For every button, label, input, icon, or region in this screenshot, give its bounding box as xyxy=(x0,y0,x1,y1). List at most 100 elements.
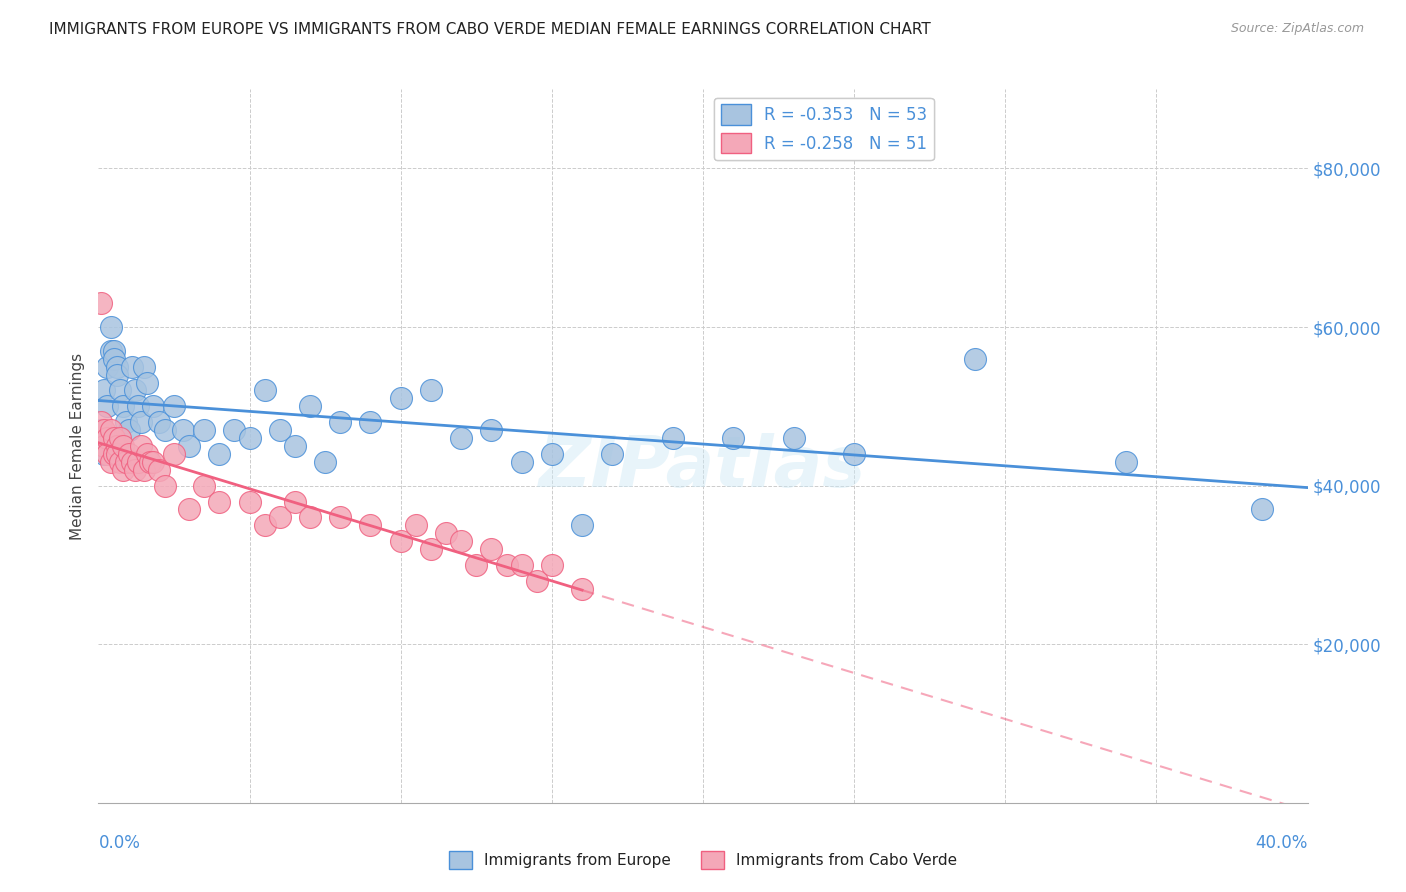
Point xyxy=(93,447,115,461)
Point xyxy=(208,447,231,461)
Point xyxy=(105,368,128,382)
Point xyxy=(602,447,624,461)
Point xyxy=(269,423,291,437)
Point xyxy=(495,558,517,572)
Point xyxy=(96,400,118,414)
Point xyxy=(389,392,412,406)
Point xyxy=(571,518,593,533)
Text: IMMIGRANTS FROM EUROPE VS IMMIGRANTS FROM CABO VERDE MEDIAN FEMALE EARNINGS CORR: IMMIGRANTS FROM EUROPE VS IMMIGRANTS FRO… xyxy=(49,22,931,37)
Point xyxy=(103,447,125,461)
Point xyxy=(124,463,146,477)
Point xyxy=(118,423,141,437)
Point xyxy=(124,384,146,398)
Point xyxy=(405,518,427,533)
Point xyxy=(329,415,352,429)
Point xyxy=(172,423,194,437)
Point xyxy=(103,351,125,366)
Point xyxy=(96,359,118,374)
Point xyxy=(420,542,443,557)
Point xyxy=(163,400,186,414)
Point xyxy=(540,558,562,572)
Point xyxy=(450,431,472,445)
Point xyxy=(90,415,112,429)
Point xyxy=(224,423,246,437)
Point xyxy=(253,384,276,398)
Point xyxy=(193,478,215,492)
Point xyxy=(148,463,170,477)
Point xyxy=(662,431,685,445)
Point xyxy=(121,359,143,374)
Point xyxy=(103,431,125,445)
Point xyxy=(135,447,157,461)
Point xyxy=(329,510,352,524)
Point xyxy=(284,439,307,453)
Point xyxy=(284,494,307,508)
Point xyxy=(783,431,806,445)
Point xyxy=(132,359,155,374)
Point xyxy=(108,431,131,445)
Point xyxy=(420,384,443,398)
Point xyxy=(965,351,987,366)
Point xyxy=(114,455,136,469)
Y-axis label: Median Female Earnings: Median Female Earnings xyxy=(69,352,84,540)
Point xyxy=(299,400,322,414)
Point xyxy=(239,431,262,445)
Point xyxy=(723,431,745,445)
Point xyxy=(510,558,533,572)
Point xyxy=(100,423,122,437)
Point xyxy=(179,439,201,453)
Point xyxy=(1115,455,1137,469)
Point xyxy=(360,415,382,429)
Point xyxy=(253,518,276,533)
Point xyxy=(193,423,215,437)
Point xyxy=(450,534,472,549)
Point xyxy=(111,439,134,453)
Point xyxy=(208,494,231,508)
Point xyxy=(571,582,593,596)
Point xyxy=(360,518,382,533)
Point xyxy=(481,542,503,557)
Point xyxy=(100,343,122,358)
Point xyxy=(148,415,170,429)
Point xyxy=(108,384,131,398)
Point xyxy=(90,296,112,310)
Point xyxy=(93,423,115,437)
Point xyxy=(127,455,149,469)
Legend: R = -0.353   N = 53, R = -0.258   N = 51: R = -0.353 N = 53, R = -0.258 N = 51 xyxy=(714,97,934,160)
Point xyxy=(105,359,128,374)
Point xyxy=(129,415,152,429)
Point xyxy=(142,400,165,414)
Point xyxy=(163,447,186,461)
Point xyxy=(121,455,143,469)
Point xyxy=(540,447,562,461)
Point xyxy=(100,455,122,469)
Point xyxy=(139,455,162,469)
Point xyxy=(96,447,118,461)
Point xyxy=(90,423,112,437)
Point xyxy=(465,558,488,572)
Point xyxy=(844,447,866,461)
Point xyxy=(93,384,115,398)
Text: 40.0%: 40.0% xyxy=(1256,834,1308,852)
Point xyxy=(96,431,118,445)
Point xyxy=(114,415,136,429)
Text: 0.0%: 0.0% xyxy=(98,834,141,852)
Point xyxy=(153,423,176,437)
Point xyxy=(179,502,201,516)
Point xyxy=(135,376,157,390)
Point xyxy=(127,400,149,414)
Text: Source: ZipAtlas.com: Source: ZipAtlas.com xyxy=(1230,22,1364,36)
Point xyxy=(108,455,131,469)
Point xyxy=(510,455,533,469)
Point xyxy=(142,455,165,469)
Point xyxy=(153,478,176,492)
Point xyxy=(314,455,336,469)
Point xyxy=(111,400,134,414)
Point xyxy=(389,534,412,549)
Point xyxy=(100,320,122,334)
Point xyxy=(103,343,125,358)
Point xyxy=(132,463,155,477)
Point xyxy=(434,526,457,541)
Point xyxy=(526,574,548,588)
Point xyxy=(299,510,322,524)
